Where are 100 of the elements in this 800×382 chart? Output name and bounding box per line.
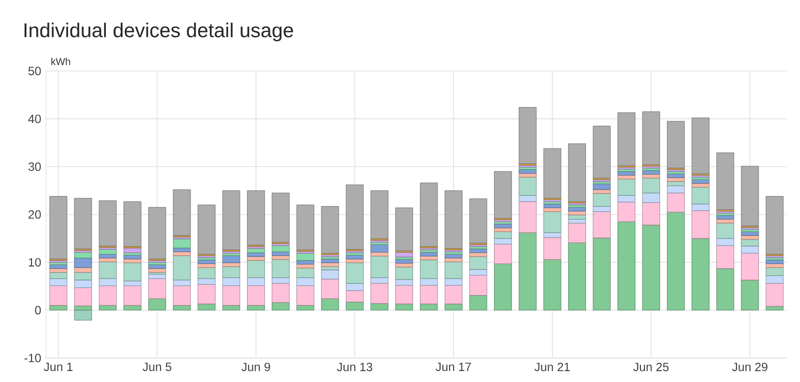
bar: [148, 298, 166, 310]
bar: [370, 190, 388, 240]
bar: [272, 259, 290, 278]
bar: [716, 245, 734, 269]
bar: [98, 200, 117, 246]
bar: [222, 266, 240, 278]
bar: [222, 190, 240, 250]
bar: [346, 254, 364, 260]
x-tick-label: Jun 17: [436, 362, 471, 372]
bar: [518, 173, 537, 178]
bar: [49, 264, 68, 269]
bar: [98, 278, 117, 286]
bar: [395, 252, 414, 258]
x-tick-label: Jun 21: [534, 362, 570, 372]
bar: [618, 178, 636, 196]
bar: [716, 268, 734, 310]
bar: [124, 254, 142, 260]
bar: [172, 280, 191, 286]
bar: [296, 268, 314, 278]
bar: [692, 186, 710, 204]
x-tick-label: Jun 25: [633, 362, 669, 372]
bar: [568, 242, 586, 310]
bar: [198, 204, 216, 254]
bar: [172, 255, 191, 280]
y-tick-label: 0: [35, 306, 41, 314]
bar: [469, 275, 488, 296]
bar: [296, 305, 314, 310]
bar: [592, 189, 611, 194]
bar: [395, 263, 414, 268]
bar: [272, 277, 290, 284]
bar: [124, 286, 142, 306]
bar: [741, 231, 759, 236]
bar: [98, 254, 117, 258]
bar: [618, 202, 636, 222]
bar: [74, 198, 92, 250]
bar: [420, 256, 438, 260]
bar: [494, 228, 512, 232]
bar: [272, 245, 290, 252]
bar: [395, 304, 414, 310]
bar: [666, 212, 685, 310]
bar: [766, 196, 784, 254]
bar: [420, 278, 438, 286]
bar: [346, 262, 364, 284]
bar: [370, 256, 388, 278]
bar: [592, 211, 611, 238]
bar: [247, 277, 265, 286]
x-tick-label: Jun 1: [44, 362, 72, 372]
bar: [346, 290, 364, 302]
bar: [766, 267, 784, 276]
bar: [568, 207, 586, 212]
bar: [618, 221, 636, 310]
bar: [124, 201, 142, 247]
bar: [172, 238, 191, 248]
bar: [148, 278, 166, 299]
bar: [692, 210, 710, 239]
bar: [296, 286, 314, 306]
bar: [49, 278, 68, 286]
bar: [518, 195, 537, 202]
bar: [49, 196, 68, 260]
bar: [666, 177, 685, 182]
bar: [296, 277, 314, 286]
bar: [247, 305, 265, 310]
bar: [642, 111, 660, 165]
bar: [395, 285, 414, 304]
bar: [642, 192, 660, 203]
chart-title: Individual devices detail usage: [24, 22, 294, 42]
bar: [49, 305, 68, 310]
bar: [469, 295, 488, 310]
bar: [494, 231, 512, 239]
y-tick-label: 50: [28, 66, 41, 76]
bar: [321, 262, 339, 267]
bar: [666, 192, 685, 212]
bar: [49, 272, 68, 279]
bar: [395, 266, 414, 280]
bar: [494, 238, 512, 244]
bar: [74, 306, 92, 310]
bar: [222, 262, 240, 267]
bar: [172, 286, 191, 306]
bar: [74, 310, 92, 320]
bar: [741, 246, 759, 254]
x-tick-label: Jun 13: [336, 362, 372, 372]
bar: [494, 264, 512, 310]
bar: [148, 207, 166, 260]
bar: [618, 195, 636, 202]
bar: [618, 112, 636, 166]
bar: [444, 285, 462, 304]
bar: [543, 259, 562, 310]
bar: [494, 171, 512, 219]
bar: [444, 278, 462, 286]
bar: [222, 305, 240, 310]
bar: [420, 182, 438, 247]
bar: [74, 280, 92, 288]
bar: [518, 201, 537, 233]
bar: [272, 302, 290, 310]
bar: [98, 286, 117, 306]
y-tick-label: 20: [28, 210, 41, 219]
bar: [296, 204, 314, 250]
bar: [346, 184, 364, 250]
bar: [642, 174, 660, 178]
bar: [222, 277, 240, 286]
